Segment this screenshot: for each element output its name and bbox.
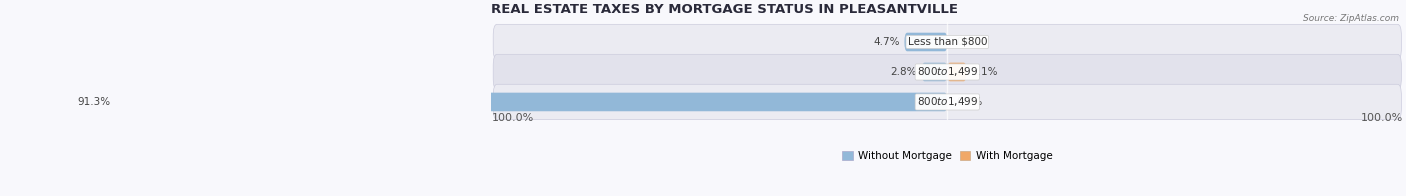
FancyBboxPatch shape — [922, 63, 948, 81]
FancyBboxPatch shape — [494, 24, 1402, 60]
Text: 100.0%: 100.0% — [491, 113, 534, 123]
FancyBboxPatch shape — [904, 33, 948, 51]
Text: 0.0%: 0.0% — [956, 97, 983, 107]
FancyBboxPatch shape — [948, 63, 966, 81]
Text: 100.0%: 100.0% — [1361, 113, 1403, 123]
FancyBboxPatch shape — [115, 93, 948, 111]
Text: 2.8%: 2.8% — [891, 67, 917, 77]
Text: 4.7%: 4.7% — [873, 37, 900, 47]
Text: Source: ZipAtlas.com: Source: ZipAtlas.com — [1303, 14, 1399, 23]
Text: 0.0%: 0.0% — [956, 37, 983, 47]
Text: 91.3%: 91.3% — [77, 97, 110, 107]
Text: 2.1%: 2.1% — [972, 67, 997, 77]
Text: $800 to $1,499: $800 to $1,499 — [917, 65, 979, 78]
Text: REAL ESTATE TAXES BY MORTGAGE STATUS IN PLEASANTVILLE: REAL ESTATE TAXES BY MORTGAGE STATUS IN … — [491, 3, 959, 16]
FancyBboxPatch shape — [494, 54, 1402, 90]
FancyBboxPatch shape — [494, 84, 1402, 120]
Text: Less than $800: Less than $800 — [907, 37, 987, 47]
Text: $800 to $1,499: $800 to $1,499 — [917, 95, 979, 108]
Legend: Without Mortgage, With Mortgage: Without Mortgage, With Mortgage — [838, 147, 1056, 165]
